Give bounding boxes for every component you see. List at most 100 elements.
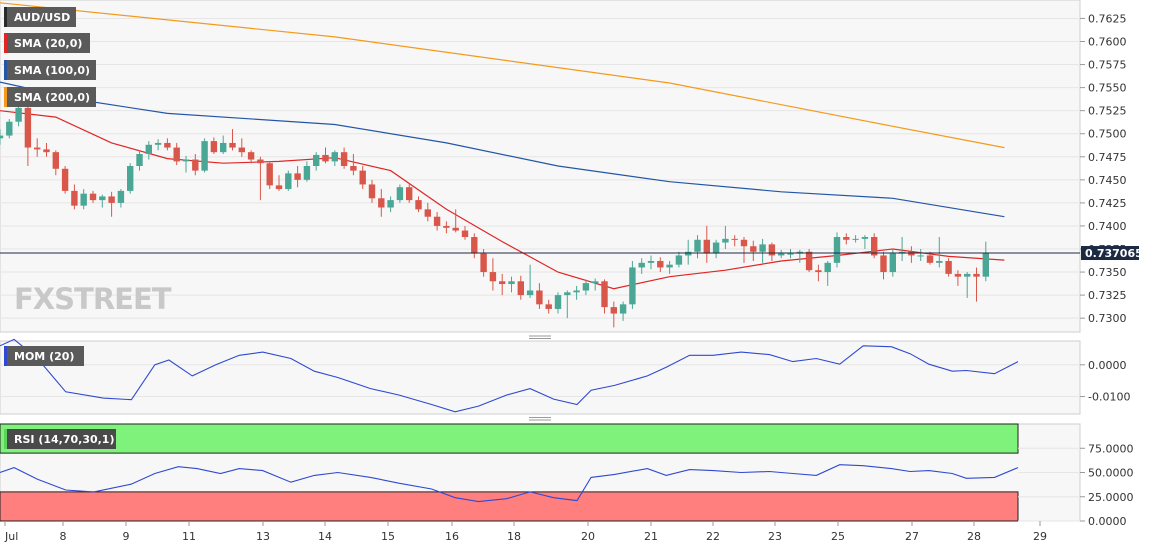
candle-body bbox=[285, 173, 292, 190]
rsi-tick-label: 0.0000 bbox=[1088, 515, 1127, 528]
price-tick-label: 0.7625 bbox=[1088, 12, 1127, 25]
rsi-line bbox=[0, 464, 1019, 503]
price-tick-label: 0.7500 bbox=[1088, 128, 1127, 141]
candle bbox=[480, 249, 487, 277]
symbol-badge-marker bbox=[4, 7, 7, 27]
candle-body bbox=[592, 281, 599, 284]
candle bbox=[266, 161, 273, 190]
candle bbox=[815, 264, 822, 282]
candle-body bbox=[359, 170, 366, 185]
candle bbox=[0, 129, 4, 145]
candle-body bbox=[731, 238, 738, 240]
time-tick-label: 18 bbox=[507, 530, 521, 543]
candle bbox=[805, 249, 813, 273]
price-tick-label: 0.7525 bbox=[1088, 105, 1127, 118]
rsi-axis: 75.0000 50.0000 25.0000 0.0000 bbox=[1080, 442, 1134, 528]
sma200-badge-marker bbox=[4, 87, 7, 107]
candle-body bbox=[406, 187, 413, 201]
time-tick-label: 9 bbox=[123, 530, 130, 543]
momentum-line bbox=[0, 338, 1019, 413]
watermark: FXSTREET bbox=[14, 282, 172, 316]
candle-body bbox=[861, 237, 869, 239]
candle-body bbox=[0, 135, 4, 139]
candle bbox=[285, 170, 292, 191]
candle bbox=[824, 260, 831, 286]
candle bbox=[80, 189, 87, 210]
panel-divider-2[interactable] bbox=[529, 417, 551, 421]
candle bbox=[89, 190, 97, 203]
candle bbox=[303, 161, 311, 182]
candle bbox=[545, 299, 552, 314]
candle-body bbox=[536, 290, 543, 305]
candle bbox=[313, 152, 320, 171]
candle-body bbox=[52, 152, 59, 169]
candle bbox=[331, 150, 338, 166]
sma200-badge[interactable] bbox=[4, 87, 96, 107]
candle bbox=[173, 142, 180, 166]
candle-body bbox=[740, 239, 748, 247]
candle bbox=[936, 237, 943, 268]
candle bbox=[833, 232, 841, 268]
candle bbox=[787, 249, 794, 259]
candle bbox=[731, 235, 738, 247]
candle-body bbox=[889, 253, 896, 273]
sma200-line bbox=[0, 2, 1005, 149]
candle-body bbox=[750, 246, 757, 252]
candle bbox=[387, 196, 394, 213]
candle-body bbox=[108, 196, 115, 203]
candle-body bbox=[945, 260, 952, 274]
sma100-badge[interactable] bbox=[4, 60, 96, 80]
candle-body bbox=[34, 147, 41, 150]
candle bbox=[647, 255, 655, 270]
candle bbox=[526, 264, 534, 298]
candle bbox=[740, 237, 748, 263]
candle bbox=[517, 275, 524, 300]
candle-body bbox=[303, 166, 311, 180]
time-tick-label: 14 bbox=[318, 530, 332, 543]
candle bbox=[108, 191, 115, 217]
candle-body bbox=[294, 173, 301, 180]
candle-body bbox=[666, 264, 673, 268]
rsi-badge[interactable] bbox=[4, 429, 116, 449]
candle bbox=[322, 147, 329, 164]
candle bbox=[117, 189, 125, 208]
candle-body bbox=[182, 159, 190, 162]
candle bbox=[201, 138, 208, 173]
candle bbox=[489, 258, 497, 291]
candle bbox=[759, 238, 766, 263]
candle bbox=[424, 202, 431, 222]
candle-body bbox=[6, 121, 13, 136]
candle-body bbox=[136, 154, 143, 166]
sma20-badge[interactable] bbox=[4, 33, 90, 53]
momentum-tick-label: -0.0100 bbox=[1088, 391, 1130, 404]
sma20-badge-marker bbox=[4, 33, 7, 53]
candle-body bbox=[638, 262, 645, 268]
candle-body bbox=[247, 152, 255, 160]
panel-divider-1[interactable] bbox=[529, 335, 551, 339]
current-price-label: 0.737065 bbox=[1085, 247, 1143, 260]
candle bbox=[359, 166, 366, 190]
momentum-badge[interactable] bbox=[4, 346, 84, 366]
candle-body bbox=[257, 159, 264, 164]
candle-body bbox=[657, 260, 664, 268]
candle-body bbox=[471, 237, 478, 254]
candle bbox=[257, 156, 264, 201]
sma100-label: SMA (100,0) bbox=[14, 64, 90, 77]
candle-body bbox=[220, 142, 227, 153]
candle-body bbox=[582, 283, 590, 291]
candle bbox=[136, 150, 143, 171]
candle bbox=[564, 290, 571, 319]
time-tick-label: 11 bbox=[182, 530, 196, 543]
candle bbox=[164, 138, 171, 151]
candle bbox=[619, 301, 627, 321]
candle bbox=[982, 241, 989, 282]
candle bbox=[675, 251, 683, 268]
time-tick-label: 27 bbox=[905, 530, 919, 543]
price-tick-label: 0.7325 bbox=[1088, 289, 1127, 302]
momentum-grid bbox=[0, 364, 1080, 398]
candle-body bbox=[647, 260, 655, 263]
symbol-badge[interactable] bbox=[4, 7, 76, 27]
candle-body bbox=[768, 244, 776, 256]
candle bbox=[15, 106, 22, 127]
candle bbox=[127, 163, 134, 194]
